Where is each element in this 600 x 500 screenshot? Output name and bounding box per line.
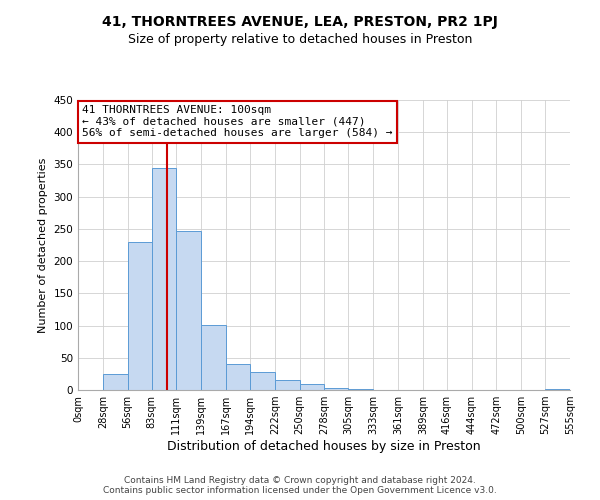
Bar bbox=[250, 372, 275, 390]
Text: 41 THORNTREES AVENUE: 100sqm
← 43% of detached houses are smaller (447)
56% of s: 41 THORNTREES AVENUE: 100sqm ← 43% of de… bbox=[82, 105, 393, 138]
Bar bbox=[299, 384, 325, 390]
Bar bbox=[128, 242, 152, 390]
Text: Contains HM Land Registry data © Crown copyright and database right 2024.
Contai: Contains HM Land Registry data © Crown c… bbox=[103, 476, 497, 495]
Bar bbox=[201, 325, 226, 390]
Bar bbox=[152, 168, 176, 390]
Bar bbox=[325, 388, 349, 390]
Text: Size of property relative to detached houses in Preston: Size of property relative to detached ho… bbox=[128, 32, 472, 46]
Bar bbox=[226, 364, 250, 390]
Text: 41, THORNTREES AVENUE, LEA, PRESTON, PR2 1PJ: 41, THORNTREES AVENUE, LEA, PRESTON, PR2… bbox=[102, 15, 498, 29]
Bar bbox=[275, 380, 299, 390]
Bar bbox=[176, 231, 201, 390]
Bar bbox=[103, 374, 128, 390]
Y-axis label: Number of detached properties: Number of detached properties bbox=[38, 158, 48, 332]
X-axis label: Distribution of detached houses by size in Preston: Distribution of detached houses by size … bbox=[167, 440, 481, 453]
